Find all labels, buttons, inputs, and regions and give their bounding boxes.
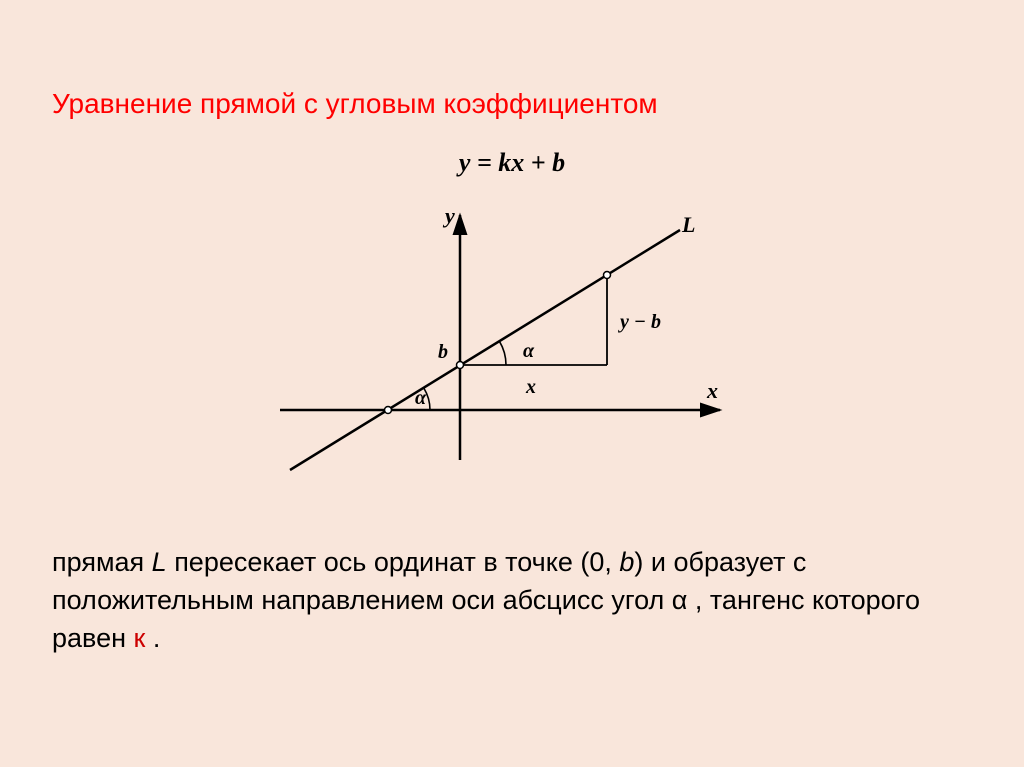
- desc-b: b: [619, 547, 634, 577]
- svg-text:b: b: [438, 341, 448, 363]
- desc-part2: пересекает ось ординат в точке (0,: [167, 547, 620, 577]
- svg-text:x: x: [525, 376, 536, 398]
- description-text: прямая L пересекает ось ординат в точке …: [52, 544, 952, 657]
- equation-text: y = kx + b: [459, 148, 565, 177]
- desc-part4: .: [145, 623, 160, 653]
- svg-text:L: L: [681, 212, 695, 237]
- diagram-container: y x Lb x y − b α α: [250, 200, 750, 480]
- line-diagram: y x Lb x y − b α α: [250, 200, 750, 480]
- svg-text:α: α: [415, 387, 427, 409]
- svg-text:x: x: [706, 378, 718, 403]
- equation: y = kx + b: [0, 148, 1024, 178]
- desc-L: L: [152, 547, 167, 577]
- svg-text:y − b: y − b: [618, 311, 661, 333]
- svg-text:y: y: [442, 203, 455, 228]
- desc-k: к: [134, 623, 146, 653]
- page-title: Уравнение прямой с угловым коэффициентом: [52, 88, 658, 120]
- svg-text:α: α: [523, 340, 535, 362]
- desc-part1: прямая: [52, 547, 152, 577]
